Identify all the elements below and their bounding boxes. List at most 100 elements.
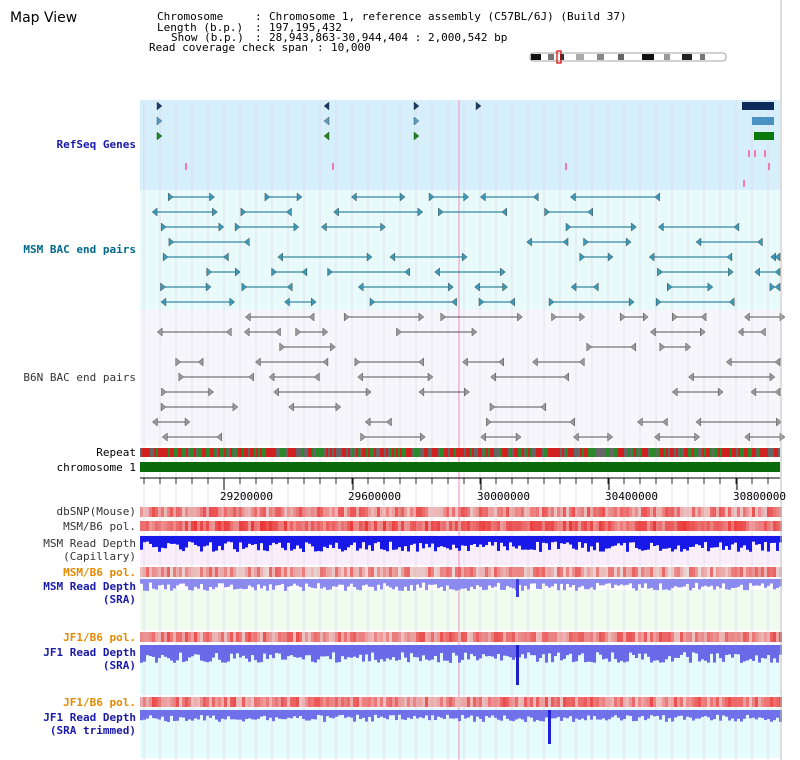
depth-bar xyxy=(173,536,176,544)
heat-cell xyxy=(155,567,158,577)
track-label-refseq[interactable]: RefSeq Genes xyxy=(56,138,136,151)
heat-cell xyxy=(278,507,281,517)
heat-cell xyxy=(533,507,536,517)
heat-cell xyxy=(371,697,374,707)
track-label-dbsnp[interactable]: dbSNP(Mouse) xyxy=(56,505,136,518)
depth-bar xyxy=(629,536,632,543)
depth-bar xyxy=(203,710,206,721)
track-label-repeat[interactable]: Repeat xyxy=(96,446,136,459)
bac-end-marker xyxy=(509,297,515,307)
track-label-jf1-b6-pol-2[interactable]: JF1/B6 pol. xyxy=(63,696,136,709)
depth-bar xyxy=(443,645,446,661)
heat-cell xyxy=(650,521,653,531)
repeat-cell xyxy=(274,448,276,457)
depth-bar xyxy=(356,536,359,551)
track-label-msm-depth-cap[interactable]: MSM Read Depth xyxy=(43,537,136,550)
heat-cell xyxy=(344,521,347,531)
bac-end-marker xyxy=(364,417,371,427)
heat-cell xyxy=(254,632,257,642)
track-label-jf1-depth-sra[interactable]: JF1 Read Depth xyxy=(43,646,136,659)
repeat-cell xyxy=(378,448,380,457)
track-label-b6n-bac[interactable]: B6N BAC end pairs xyxy=(23,371,136,384)
heat-cell xyxy=(413,521,416,531)
track-label-jf1-b6-pol[interactable]: JF1/B6 pol. xyxy=(63,631,136,644)
depth-bar xyxy=(251,536,254,545)
depth-bar xyxy=(692,645,695,653)
depth-bar xyxy=(176,579,179,586)
heat-cell xyxy=(722,697,725,707)
repeat-cell xyxy=(250,448,252,457)
bac-end-marker xyxy=(489,402,496,412)
depth-bar xyxy=(497,710,500,720)
bac-end-marker xyxy=(636,417,643,427)
gene-marker xyxy=(156,131,163,141)
bac-end-marker xyxy=(275,327,281,337)
heat-cell xyxy=(464,697,467,707)
heat-cell xyxy=(584,697,587,707)
depth-bar xyxy=(632,536,635,543)
repeat-cell xyxy=(718,448,720,457)
heat-cell xyxy=(479,697,482,707)
heat-cell xyxy=(725,632,728,642)
heat-cell xyxy=(173,567,176,577)
gene-marker xyxy=(475,101,482,111)
heat-cell xyxy=(347,567,350,577)
depth-bar xyxy=(365,579,368,585)
repeat-cell xyxy=(580,448,582,457)
repeat-cell xyxy=(426,448,428,457)
repeat-cell xyxy=(700,448,702,457)
heat-cell xyxy=(536,697,539,707)
heat-cell xyxy=(539,632,542,642)
heat-cell xyxy=(758,567,761,577)
track-label-msm-b6-pol[interactable]: MSM/B6 pol. xyxy=(63,520,136,533)
depth-bar xyxy=(371,710,374,722)
depth-bar xyxy=(725,579,728,590)
bac-end-marker xyxy=(360,432,366,442)
heat-cell xyxy=(218,632,221,642)
track-label-msm-b6-pol-2[interactable]: MSM/B6 pol. xyxy=(63,566,136,579)
depth-bar xyxy=(257,579,260,585)
depth-bar xyxy=(497,645,500,655)
depth-bar xyxy=(626,645,629,662)
heat-cell xyxy=(617,521,620,531)
depth-bar xyxy=(371,536,374,551)
chromosome-ideogram[interactable] xyxy=(529,50,727,64)
heat-cell xyxy=(356,697,359,707)
depth-bar xyxy=(530,710,533,718)
track-label-chromosome[interactable]: chromosome 1 xyxy=(56,461,136,474)
depth-bar xyxy=(386,536,389,552)
heat-cell xyxy=(359,507,362,517)
depth-bar xyxy=(152,536,155,548)
heat-cell xyxy=(377,567,380,577)
heat-cell xyxy=(164,507,167,517)
heat-cell xyxy=(548,632,551,642)
heat-cell xyxy=(773,567,776,577)
heat-cell xyxy=(404,567,407,577)
depth-bar xyxy=(176,645,179,661)
depth-bar xyxy=(734,536,737,543)
depth-bar xyxy=(539,536,542,552)
refseq-minor-mark xyxy=(332,163,334,170)
heat-cell xyxy=(659,697,662,707)
heat-cell xyxy=(476,632,479,642)
heat-cell xyxy=(662,697,665,707)
heat-cell xyxy=(479,507,482,517)
heat-cell xyxy=(266,567,269,577)
heat-cell xyxy=(587,567,590,577)
depth-bar xyxy=(740,579,743,585)
heat-cell xyxy=(395,697,398,707)
heat-cell xyxy=(581,697,584,707)
heat-cell xyxy=(590,507,593,517)
depth-bar xyxy=(776,645,779,663)
depth-bar xyxy=(587,645,590,662)
heat-cell xyxy=(347,697,350,707)
heat-cell xyxy=(656,507,659,517)
heat-cell xyxy=(374,697,377,707)
heat-cell xyxy=(494,697,497,707)
track-label-msm-depth-sra[interactable]: MSM Read Depth xyxy=(43,580,136,593)
track-label-jf1-depth-trim[interactable]: JF1 Read Depth xyxy=(43,711,136,724)
depth-bar xyxy=(521,710,524,720)
depth-bar xyxy=(425,579,428,591)
track-label-msm-bac[interactable]: MSM BAC end pairs xyxy=(23,243,136,256)
